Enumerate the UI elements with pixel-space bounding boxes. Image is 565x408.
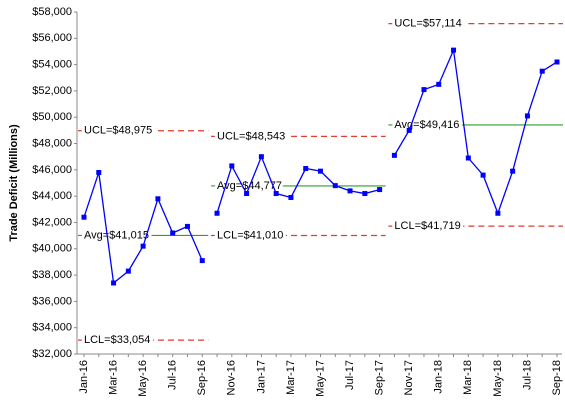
data-point [111,280,117,286]
data-point [391,152,397,158]
x-tick-label: Sep-16 [196,360,208,395]
y-tick-label: $54,000 [32,59,72,71]
data-point [318,168,323,174]
lcl-label: LCL=$41,719 [394,220,460,232]
data-point [554,59,560,65]
ucl-label: UCL=$48,543 [217,130,285,142]
x-tick-label: Nov-17 [403,360,415,395]
data-point [81,214,87,220]
y-tick-label: $48,000 [32,137,72,149]
x-tick-label: Sep-18 [551,360,563,395]
data-point [125,268,131,274]
y-tick-label: $56,000 [32,32,72,44]
x-tick-label: Jan-17 [255,360,267,394]
series-line [216,154,380,214]
series-line [393,47,558,216]
data-point [510,168,516,174]
avg-label: Avg=$49,416 [394,119,459,131]
data-point [155,196,161,202]
y-axis-title: Trade Deficit (Millions) [8,124,20,242]
data-point [273,191,279,197]
data-point [436,81,442,87]
data-point [362,191,368,197]
y-tick-label: $52,000 [32,85,72,97]
data-point [140,243,146,249]
x-tick-label: May-18 [492,360,504,397]
y-tick-label: $34,000 [32,322,72,334]
x-tick-label: Sep-17 [374,360,386,395]
data-point [170,230,176,236]
data-point [199,258,205,264]
x-tick-label: Jul-17 [344,360,356,390]
data-point [377,187,383,193]
data-point [244,191,250,197]
data-point [524,113,530,119]
data-point [229,163,235,169]
series-line [83,172,203,285]
y-tick-label: $42,000 [32,216,72,228]
data-point [288,194,294,200]
x-tick-label: Jul-16 [167,360,179,390]
x-tick-label: Mar-16 [107,360,119,395]
data-point [406,127,412,133]
ucl-label: UCL=$48,975 [84,125,152,137]
data-point [184,223,190,229]
data-point [480,172,486,178]
x-tick-label: Jan-16 [78,360,90,394]
lcl-label: LCL=$41,010 [217,229,283,241]
x-tick-label: Jan-18 [433,360,445,394]
data-point [303,166,309,172]
data-point [96,169,102,175]
y-tick-label: $46,000 [32,164,72,176]
data-point [347,188,353,194]
data-point [332,183,338,189]
y-tick-label: $44,000 [32,190,72,202]
x-tick-label: May-17 [314,360,326,397]
data-point [495,210,501,216]
x-tick-label: May-16 [137,360,149,397]
x-tick-label: Mar-17 [285,360,297,395]
avg-label: Avg=$41,015 [84,229,149,241]
x-tick-label: Jul-18 [521,360,533,390]
lcl-label: LCL=$33,054 [84,334,150,346]
y-tick-label: $40,000 [32,243,72,255]
y-tick-label: $38,000 [32,269,72,281]
data-point [258,154,264,160]
data-point [214,210,220,216]
data-point [451,47,457,53]
data-point [539,68,545,74]
data-point [421,87,427,93]
x-tick-label: Nov-16 [226,360,238,395]
y-tick-label: $36,000 [32,295,72,307]
y-tick-label: $58,000 [32,6,72,18]
ucl-label: UCL=$57,114 [394,18,461,30]
x-tick-label: Mar-18 [462,360,474,395]
y-tick-label: $32,000 [32,348,72,360]
data-point [465,155,471,161]
y-tick-label: $50,000 [32,111,72,123]
